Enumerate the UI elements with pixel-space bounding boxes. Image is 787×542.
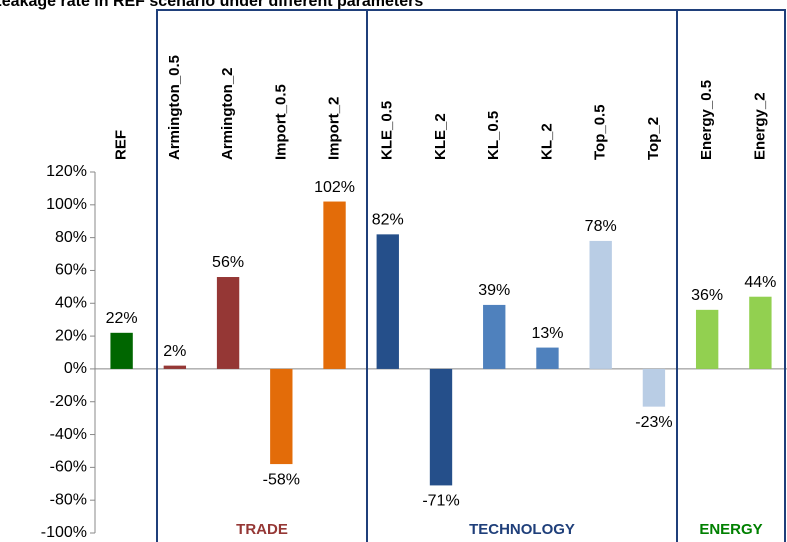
category-label: Armington_2 <box>219 67 236 160</box>
bar <box>110 332 133 369</box>
value-label: 2% <box>163 343 186 360</box>
y-tick-label: 40% <box>55 294 87 311</box>
category-label: KLE_0.5 <box>379 101 396 160</box>
category-label: Energy_2 <box>751 92 768 160</box>
y-tick-label: 0% <box>64 360 87 377</box>
group-label: ENERGY <box>699 521 762 538</box>
bar <box>429 368 453 486</box>
value-label: -58% <box>263 471 300 488</box>
category-label: Import_2 <box>326 97 343 160</box>
value-label: 36% <box>691 287 723 304</box>
value-label: -23% <box>635 414 672 431</box>
value-label: 82% <box>372 212 404 229</box>
group-box <box>366 9 678 542</box>
category-label: KLE_2 <box>432 113 449 160</box>
value-label: 22% <box>106 310 138 327</box>
bar <box>695 309 719 369</box>
value-label: 56% <box>212 254 244 271</box>
value-label: 39% <box>478 282 510 299</box>
y-tick-label: -80% <box>50 491 87 508</box>
bar <box>536 347 559 369</box>
value-label: 78% <box>585 218 617 235</box>
group-label: TECHNOLOGY <box>469 521 575 538</box>
group-label: TRADE <box>236 521 288 538</box>
bar <box>323 201 346 369</box>
chart-title: Leakage rate in REF scenario under diffe… <box>0 0 423 10</box>
bar <box>270 368 293 465</box>
category-label: KL_2 <box>538 123 555 160</box>
category-label: KL_0.5 <box>485 111 502 160</box>
y-tick-label: 20% <box>55 327 87 344</box>
bar <box>216 277 240 369</box>
bar <box>589 240 612 369</box>
y-tick-label: -100% <box>41 524 87 541</box>
y-tick-label: 120% <box>46 163 87 180</box>
y-tick-label: 60% <box>55 262 87 279</box>
category-label: Top_0.5 <box>592 104 609 160</box>
value-label: 102% <box>314 179 355 196</box>
category-label: REF <box>113 130 130 160</box>
y-tick-label: -20% <box>50 393 87 410</box>
bar <box>749 296 772 369</box>
y-tick-label: 80% <box>55 229 87 246</box>
value-label: 44% <box>744 274 776 291</box>
y-tick-label: -60% <box>50 459 87 476</box>
y-tick-label: 100% <box>46 196 87 213</box>
category-label: Energy_0.5 <box>698 80 715 160</box>
category-label: Armington_0.5 <box>166 55 183 160</box>
bar <box>163 365 187 369</box>
bar <box>376 234 399 369</box>
group-box <box>676 9 786 542</box>
value-label: 13% <box>531 325 563 342</box>
category-label: Top_2 <box>645 117 662 160</box>
category-label: Import_0.5 <box>272 84 289 160</box>
bar <box>642 368 666 407</box>
value-label: -71% <box>422 493 459 510</box>
bar <box>483 304 506 369</box>
y-tick-label: -40% <box>50 426 87 443</box>
